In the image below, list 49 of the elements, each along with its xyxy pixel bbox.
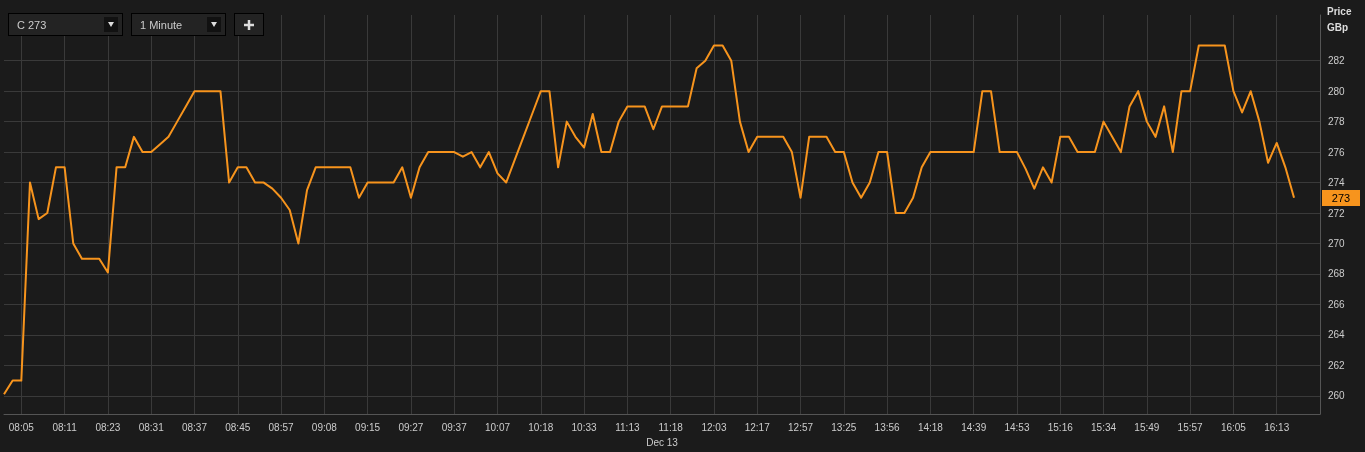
y-tick-label: 262 <box>1328 359 1346 371</box>
x-tick-label: 12:17 <box>744 421 771 433</box>
y-tick-label: 280 <box>1328 85 1346 97</box>
y-axis-title: Price GBp <box>1327 5 1353 35</box>
x-tick-label: 10:18 <box>528 421 554 433</box>
x-tick-label: 09:37 <box>441 421 468 433</box>
y-tick-label: 276 <box>1328 146 1346 158</box>
x-tick-label: 08:45 <box>225 421 251 433</box>
y-tick-label: 264 <box>1328 329 1346 341</box>
x-tick-label: 16:05 <box>1220 421 1247 433</box>
x-tick-label: 08:23 <box>95 421 121 433</box>
y-tick-label: 274 <box>1328 177 1346 189</box>
x-tick-label: 15:57 <box>1177 421 1204 433</box>
x-tick-label: 12:03 <box>701 421 727 433</box>
x-tick-label: 15:49 <box>1134 421 1160 433</box>
x-tick-label: 13:25 <box>831 421 857 433</box>
y-tick-label: 270 <box>1328 237 1346 249</box>
y-tick-label: 278 <box>1328 116 1346 128</box>
annotation: 1 Minute <box>140 19 183 31</box>
x-tick-label: 15:16 <box>1047 421 1074 433</box>
x-tick-label: 10:33 <box>571 421 598 433</box>
x-tick-label: 10:07 <box>484 421 511 433</box>
x-tick-label: 09:08 <box>311 421 338 433</box>
annotation: C 273 <box>17 19 47 31</box>
x-tick-label: 08:11 <box>52 421 78 433</box>
x-axis-title: Dec 13 <box>646 436 679 448</box>
dropdown-field: 1 Minute <box>131 13 226 36</box>
x-tick-label: 08:57 <box>268 421 294 433</box>
x-tick-label: 16:13 <box>1264 421 1290 433</box>
y-tick-label: 268 <box>1328 268 1346 280</box>
y-tick-label: 260 <box>1328 390 1346 402</box>
y-tick-label: 282 <box>1328 55 1346 67</box>
x-tick-label: 13:56 <box>874 421 901 433</box>
x-tick-label: 08:05 <box>8 421 35 433</box>
x-tick-label: 15:34 <box>1091 421 1117 433</box>
y-tick-label: 266 <box>1328 298 1346 310</box>
x-tick-label: 11:18 <box>658 421 684 433</box>
x-tick-label: 11:13 <box>615 421 640 433</box>
dropdown-field: C 273 <box>8 13 123 36</box>
x-tick-label: 08:37 <box>181 421 208 433</box>
x-tick-label: 08:31 <box>138 421 165 433</box>
y-tick-label: 272 <box>1328 207 1346 219</box>
x-tick-label: 14:18 <box>917 421 944 433</box>
x-tick-label: 09:27 <box>398 421 424 433</box>
x-tick-label: 09:15 <box>355 421 381 433</box>
x-tick-label: 12:57 <box>788 421 814 433</box>
x-tick-label: 14:39 <box>961 421 987 433</box>
x-tick-label: 14:53 <box>1004 421 1030 433</box>
line-series <box>3 44 1296 396</box>
